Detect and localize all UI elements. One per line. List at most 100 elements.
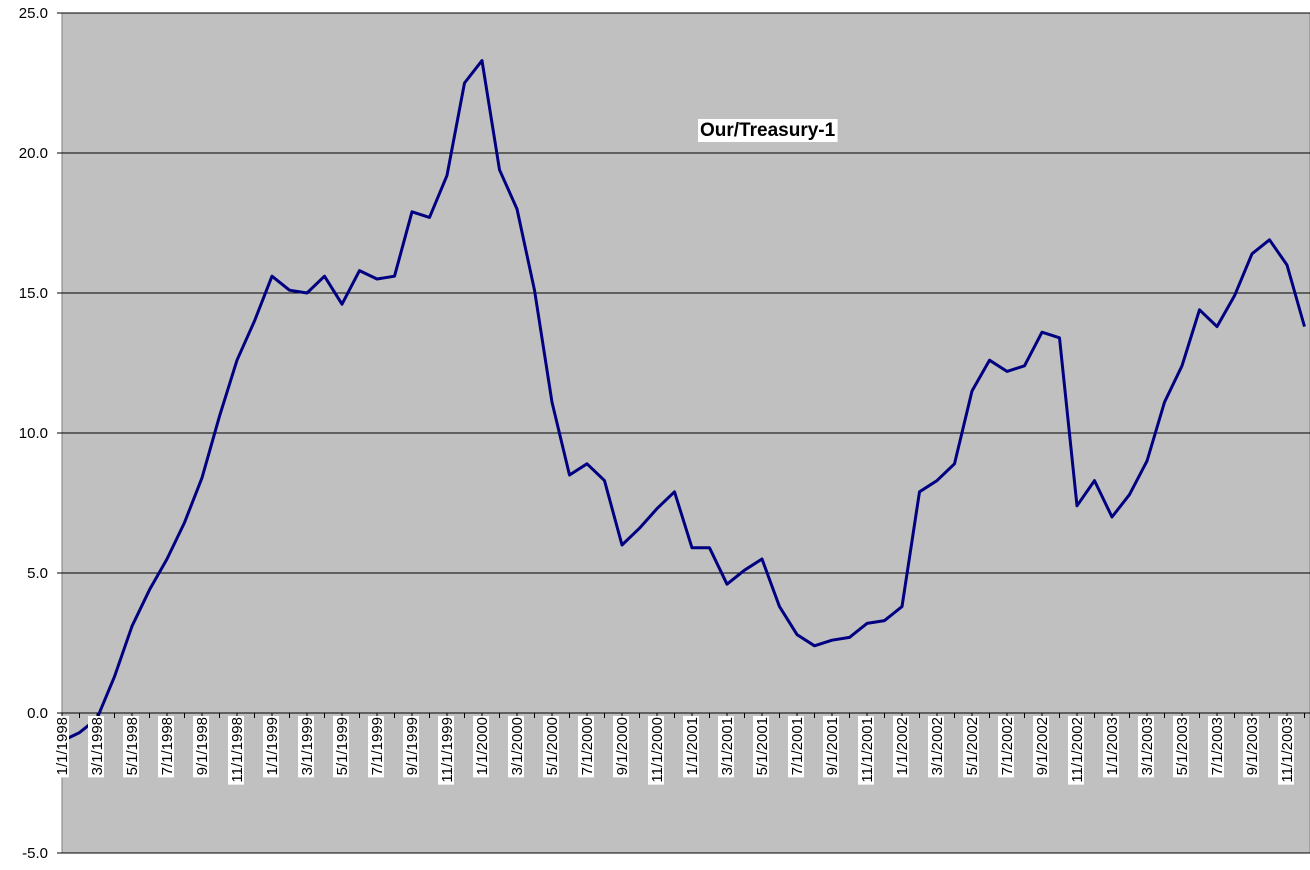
x-tick-group: 1/1/2000 [473, 716, 491, 778]
x-tick-group: 1/1/1999 [263, 716, 281, 778]
y-tick-label: 0.0 [27, 705, 48, 722]
x-label-bg [158, 716, 174, 778]
x-label-bg [1278, 716, 1294, 785]
x-tick-group: 5/1/1998 [123, 716, 141, 778]
x-tick-label: 7/1/2003 [1209, 717, 1226, 775]
x-tick-group: 3/1/2003 [1138, 716, 1156, 778]
x-label-bg [928, 716, 944, 778]
x-label-bg [963, 716, 979, 778]
x-tick-group: 3/1/1999 [298, 716, 316, 778]
x-tick-group: 3/1/2002 [928, 716, 946, 778]
x-label-bg [1068, 716, 1084, 785]
x-tick-label: 3/1/1998 [89, 717, 106, 775]
x-tick-label: 5/1/1998 [124, 717, 141, 775]
x-tick-label: 9/1/2002 [1034, 717, 1051, 775]
y-tick-label: 15.0 [19, 285, 48, 302]
x-tick-group: 5/1/2000 [543, 716, 561, 778]
y-tick-label: 5.0 [27, 565, 48, 582]
x-tick-group: 11/1/2001 [858, 716, 876, 785]
x-tick-label: 9/1/2001 [824, 717, 841, 775]
x-tick-label: 11/1/2001 [859, 717, 876, 783]
x-tick-label: 5/1/2003 [1174, 717, 1191, 775]
x-label-bg [333, 716, 349, 778]
x-tick-label: 5/1/1999 [334, 717, 351, 775]
x-tick-group: 7/1/2001 [788, 716, 806, 778]
x-label-bg [508, 716, 524, 778]
y-tick-label: 20.0 [19, 145, 48, 162]
x-tick-label: 3/1/1999 [299, 717, 316, 775]
x-tick-label: 3/1/2002 [929, 717, 946, 775]
x-label-bg [543, 716, 559, 778]
x-label-bg [1208, 716, 1224, 778]
x-label-bg [683, 716, 699, 778]
x-tick-label: 11/1/2002 [1069, 717, 1086, 783]
y-tick-label: 10.0 [19, 425, 48, 442]
x-tick-label: 1/1/2001 [684, 717, 701, 775]
y-tick-label: 25.0 [19, 5, 48, 22]
x-tick-label: 1/1/2002 [894, 717, 911, 775]
x-label-bg [438, 716, 454, 785]
x-tick-group: 9/1/2000 [613, 716, 631, 778]
x-tick-group: 9/1/2001 [823, 716, 841, 778]
x-tick-label: 5/1/2001 [754, 717, 771, 775]
x-tick-group: 11/1/2003 [1278, 716, 1296, 785]
x-tick-group: 5/1/1999 [333, 716, 351, 778]
x-tick-group: 5/1/2001 [753, 716, 771, 778]
x-tick-label: 7/1/2000 [579, 717, 596, 775]
x-label-bg [228, 716, 244, 785]
x-tick-label: 7/1/2001 [789, 717, 806, 775]
x-label-bg [473, 716, 489, 778]
line-series [61, 59, 1306, 743]
x-tick-group: 3/1/1998 [88, 716, 106, 778]
x-tick-group: 3/1/2001 [718, 716, 736, 778]
x-tick-label: 1/1/1998 [54, 717, 71, 775]
annotation-bg [698, 119, 838, 142]
x-label-bg [1173, 716, 1189, 778]
x-tick-label: 3/1/2001 [719, 717, 736, 775]
x-tick-group: 1/1/2003 [1103, 716, 1121, 778]
x-tick-group: 11/1/2000 [648, 716, 666, 785]
x-tick-label: 11/1/2003 [1279, 717, 1296, 783]
x-label-bg [368, 716, 384, 778]
x-label-bg [123, 716, 139, 778]
x-tick-label: 1/1/1999 [264, 717, 281, 775]
x-label-bg [718, 716, 734, 778]
x-tick-label: 7/1/1999 [369, 717, 386, 775]
y-tick-label: -5.0 [22, 845, 48, 862]
x-label-bg [1138, 716, 1154, 778]
x-tick-group: 11/1/2002 [1068, 716, 1086, 785]
x-tick-label: 9/1/1998 [194, 717, 211, 775]
x-tick-group: 9/1/2002 [1033, 716, 1051, 778]
x-tick-group: 7/1/1999 [368, 716, 386, 778]
x-label-bg [893, 716, 909, 778]
x-tick-label: 7/1/2002 [999, 717, 1016, 775]
x-label-bg [578, 716, 594, 778]
x-label-bg [1103, 716, 1119, 778]
annotation: Our/Treasury-1 [700, 120, 836, 141]
x-tick-label: 7/1/1998 [159, 717, 176, 775]
x-tick-label: 11/1/1999 [439, 717, 456, 783]
x-label-bg [858, 716, 874, 785]
x-tick-group: 11/1/1999 [438, 716, 456, 785]
x-tick-group: 3/1/2000 [508, 716, 526, 778]
x-tick-group: 5/1/2003 [1173, 716, 1191, 778]
x-tick-label: 1/1/2000 [474, 717, 491, 775]
x-tick-label: 5/1/2000 [544, 717, 561, 775]
x-label-bg [1243, 716, 1259, 778]
x-label-bg [788, 716, 804, 778]
x-label-bg [403, 716, 419, 778]
x-label-bg [613, 716, 629, 778]
x-label-bg [998, 716, 1014, 778]
x-tick-label: 9/1/1999 [404, 717, 421, 775]
x-tick-group: 11/1/1998 [228, 716, 246, 785]
x-label-bg [298, 716, 314, 778]
x-tick-label: 1/1/2003 [1104, 717, 1121, 775]
x-tick-label: 11/1/2000 [649, 717, 666, 783]
x-tick-label: 9/1/2003 [1244, 717, 1261, 775]
x-tick-group: 1/1/2002 [893, 716, 911, 778]
x-tick-label: 11/1/1998 [229, 717, 246, 783]
x-tick-group: 1/1/1998 [53, 716, 71, 778]
x-label-bg [648, 716, 664, 785]
x-tick-label: 3/1/2003 [1139, 717, 1156, 775]
